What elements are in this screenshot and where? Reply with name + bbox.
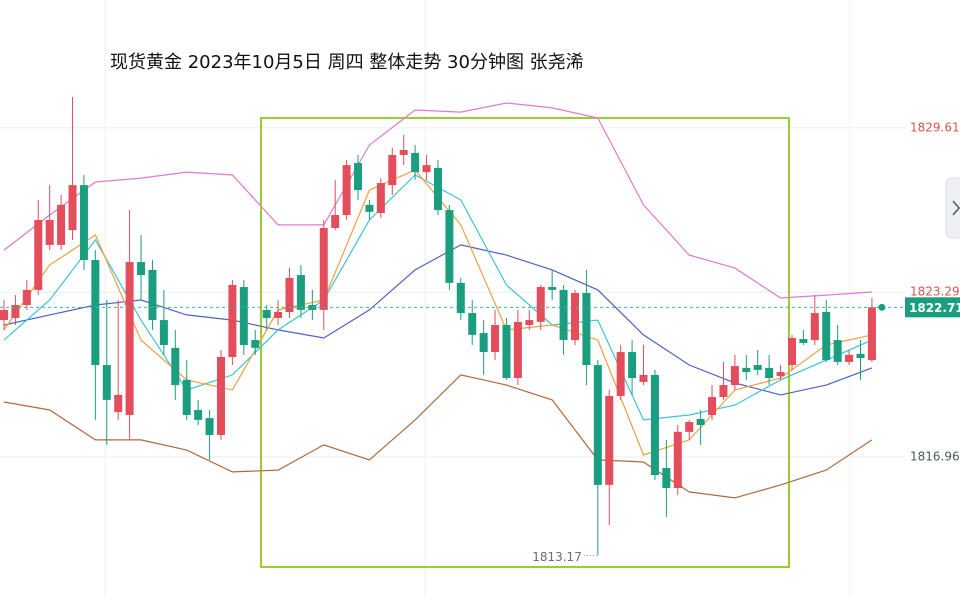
candle-body: [673, 431, 682, 489]
candle-body: [867, 307, 876, 361]
candle-body: [742, 367, 751, 373]
candle-body: [730, 366, 739, 386]
candle-body: [331, 215, 340, 229]
y-tick-label: 1816.96: [910, 449, 960, 463]
grid: [0, 0, 905, 598]
candle-body: [708, 397, 717, 415]
candle-body: [148, 269, 157, 321]
candle-body: [628, 352, 637, 379]
highlight-box: [260, 117, 790, 568]
candle-body: [399, 150, 408, 155]
candle-body: [0, 309, 8, 321]
candle-body: [228, 284, 237, 357]
overlay: 1829.61 1823.29 1816.96 1822.71 1813.17: [0, 120, 960, 564]
candle-body: [262, 309, 271, 318]
candle-body: [102, 365, 111, 400]
candle-body: [753, 365, 762, 370]
candle-body: [376, 183, 385, 213]
candle-body: [182, 379, 191, 415]
candle-body: [856, 353, 865, 359]
candle-body: [776, 372, 785, 376]
candle-body: [354, 163, 363, 191]
last-price-label: 1822.71: [909, 301, 960, 315]
y-tick-label: 1829.61: [910, 120, 960, 134]
candle-body: [468, 313, 477, 335]
candle-body: [593, 365, 602, 485]
candle-body: [559, 289, 568, 341]
candle-body: [57, 204, 66, 245]
candle-body: [11, 304, 20, 318]
candle-body: [845, 354, 854, 362]
candle-body: [388, 154, 397, 186]
candle-body: [433, 167, 442, 211]
candle-body: [445, 210, 454, 283]
candle-body: [548, 287, 557, 290]
candle-body: [719, 385, 728, 398]
chart-title: 现货黄金 2023年10月5日 周四 整体走势 30分钟图 张尧浠: [110, 52, 584, 73]
candle-body: [616, 352, 625, 396]
candle-body: [422, 165, 431, 173]
candle-body: [285, 277, 294, 312]
last-price-dot: [878, 303, 886, 311]
candle-body: [822, 312, 831, 361]
side-toggle-bg[interactable]: [945, 177, 960, 239]
candle-body: [171, 347, 180, 386]
candle-body: [239, 287, 248, 346]
candle-body: [787, 338, 796, 366]
last-price-tag: [905, 297, 960, 318]
side-toggle[interactable]: [945, 177, 960, 239]
candle-body: [582, 293, 591, 366]
candle-body: [68, 185, 77, 231]
candle-body: [662, 468, 671, 489]
candle-body: [525, 320, 534, 325]
candle-body: [79, 185, 88, 260]
candle-body: [639, 374, 648, 382]
candle-body: [34, 219, 43, 290]
candle-body: [274, 312, 283, 318]
candle-body: [216, 356, 225, 435]
candle-body: [296, 275, 305, 310]
candle-body: [605, 395, 614, 485]
candle-body: [91, 260, 100, 366]
candle-body: [479, 333, 488, 353]
candle-body: [205, 418, 214, 435]
candle-body: [125, 262, 134, 415]
candle-body: [319, 228, 328, 310]
indicator-line: [3, 244, 873, 396]
candles: [0, 96, 876, 556]
candle-body: [114, 394, 123, 413]
candle-body: [45, 219, 54, 245]
candle-body: [685, 421, 694, 432]
candle-body: [342, 165, 351, 216]
low-label: 1813.17: [532, 550, 582, 564]
candle-body: [137, 262, 146, 276]
candle-body: [491, 325, 500, 353]
candle-body: [571, 293, 579, 341]
y-tick-label: 1823.29: [910, 285, 960, 299]
candle-body: [456, 282, 465, 314]
candle-body: [650, 374, 659, 476]
candle-body: [696, 418, 705, 426]
candle-body: [159, 320, 168, 346]
candle-body: [194, 410, 203, 420]
candle-body: [513, 321, 522, 379]
lines: [3, 102, 873, 499]
candle-body: [365, 204, 374, 212]
candle-body: [765, 367, 774, 379]
candle-body: [502, 325, 511, 379]
candle-body: [536, 287, 545, 322]
candle-body: [22, 289, 31, 305]
candle-body: [810, 313, 819, 341]
candle-body: [251, 340, 260, 348]
candle-body: [799, 339, 808, 343]
indicator-line: [3, 374, 873, 499]
candle-body: [411, 152, 420, 173]
candle-body: [833, 340, 842, 362]
indicator-line: [3, 102, 872, 299]
side-toggle-arrow[interactable]: [952, 200, 960, 216]
